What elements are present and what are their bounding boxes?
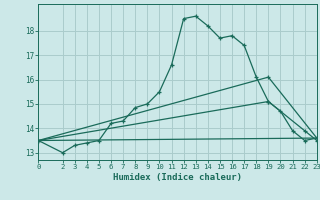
X-axis label: Humidex (Indice chaleur): Humidex (Indice chaleur) (113, 173, 242, 182)
